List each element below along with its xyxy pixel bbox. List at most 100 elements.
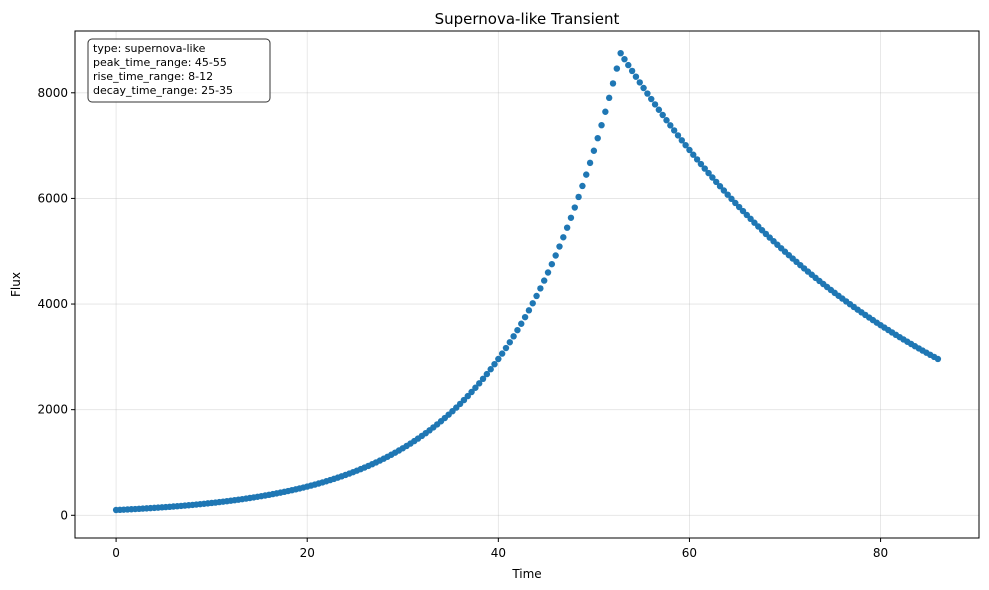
data-point <box>575 193 582 201</box>
x-tick-label: 60 <box>682 546 697 560</box>
data-point <box>563 224 571 231</box>
data-point <box>594 134 601 142</box>
data-point <box>464 392 471 400</box>
data-point <box>613 65 621 72</box>
data-point <box>713 178 720 186</box>
data-point <box>605 94 613 102</box>
data-point <box>518 320 525 327</box>
data-point <box>651 101 659 108</box>
data-point <box>934 355 942 363</box>
data-point <box>678 137 686 144</box>
data-point <box>705 169 712 177</box>
annotation-frame <box>87 38 271 103</box>
x-tick-label: 80 <box>873 546 888 560</box>
annotation-box: type: supernova-like peak_time_range: 45… <box>87 38 271 103</box>
y-tick-label: 6000 <box>37 191 68 205</box>
data-point <box>541 277 548 284</box>
data-point <box>579 182 586 190</box>
y-axis-label: Flux <box>9 272 23 297</box>
data-point <box>537 285 544 292</box>
y-tick-label: 0 <box>60 508 68 522</box>
x-ticks: 0 20 40 60 80 <box>112 538 888 560</box>
x-tick-label: 0 <box>112 546 120 560</box>
data-point <box>640 84 647 92</box>
data-point <box>686 146 693 154</box>
data-point <box>548 260 556 268</box>
data-point <box>506 339 513 346</box>
annotation-line-rise: rise_time_range: 8-12 <box>93 70 213 83</box>
data-point <box>724 191 731 198</box>
y-tick-label: 2000 <box>37 403 68 417</box>
data-point <box>655 106 663 113</box>
data-point <box>510 333 517 340</box>
data-point <box>483 370 491 378</box>
data-point <box>709 174 716 181</box>
data-point <box>525 307 533 314</box>
data-point <box>690 151 697 158</box>
annotation-line-type: type: supernova-like <box>93 42 206 55</box>
data-point <box>487 366 494 373</box>
data-point <box>491 361 498 368</box>
data-point <box>567 214 575 221</box>
annotation-line-peak: peak_time_range: 45-55 <box>93 56 227 69</box>
data-points <box>112 49 942 514</box>
data-point <box>667 122 674 129</box>
data-point <box>495 355 502 363</box>
data-point <box>571 204 578 211</box>
data-point <box>670 127 678 134</box>
data-point <box>560 234 567 241</box>
data-point <box>648 95 655 103</box>
x-tick-label: 40 <box>491 546 506 560</box>
data-point <box>720 187 728 194</box>
y-tick-label: 4000 <box>37 297 68 311</box>
data-point <box>514 326 521 334</box>
x-axis-label: Time <box>511 567 541 581</box>
data-point <box>460 396 468 404</box>
data-point <box>659 111 666 119</box>
data-point <box>583 171 590 178</box>
data-point <box>632 73 640 80</box>
data-point <box>617 49 624 57</box>
data-point <box>552 252 559 259</box>
chart-title: Supernova-like Transient <box>435 10 620 28</box>
data-point <box>590 147 598 154</box>
data-point <box>625 61 632 69</box>
data-point <box>697 160 705 168</box>
data-point <box>682 141 689 149</box>
data-point <box>602 108 609 115</box>
data-point <box>598 121 605 129</box>
data-point <box>476 380 483 387</box>
data-point <box>529 300 536 307</box>
data-point <box>732 199 739 207</box>
data-point <box>674 132 682 139</box>
x-tick-label: 20 <box>300 546 315 560</box>
data-point <box>701 165 708 172</box>
data-point <box>609 80 617 87</box>
annotation-line-decay: decay_time_range: 25-35 <box>93 84 233 97</box>
data-point <box>521 313 529 321</box>
grid-x <box>115 31 881 538</box>
data-point <box>716 183 724 190</box>
data-point <box>544 269 552 276</box>
data-point <box>693 156 701 163</box>
data-point <box>636 79 643 86</box>
data-point <box>663 117 670 124</box>
data-point <box>728 195 735 203</box>
y-tick-label: 8000 <box>37 86 68 100</box>
data-point <box>468 388 475 396</box>
data-point <box>735 203 743 211</box>
data-point <box>502 344 510 352</box>
data-point <box>498 350 506 357</box>
data-point <box>533 292 540 300</box>
data-point <box>472 384 479 391</box>
data-point <box>644 90 651 97</box>
data-point <box>556 243 563 250</box>
plot-frame <box>74 30 980 539</box>
data-point <box>739 207 747 215</box>
y-ticks: 0 2000 4000 6000 8000 <box>37 86 75 522</box>
data-point <box>479 375 487 382</box>
data-point <box>628 67 636 75</box>
data-point <box>621 55 628 63</box>
data-point <box>586 159 594 167</box>
